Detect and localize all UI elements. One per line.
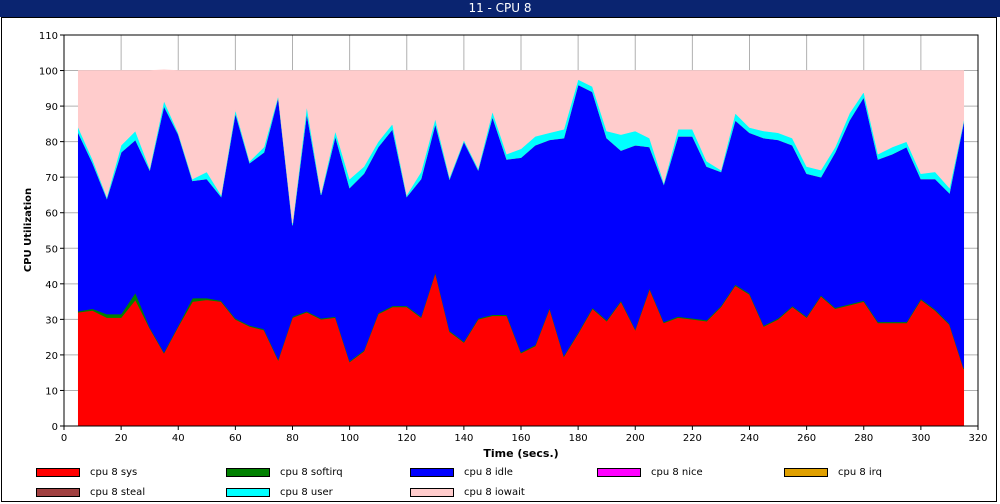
window-title-bar: 11 - CPU 8: [0, 0, 1000, 17]
y-tick-label: 50: [45, 244, 58, 255]
x-tick-label: 200: [626, 433, 645, 444]
x-tick-label: 220: [683, 433, 702, 444]
legend-label: cpu 8 idle: [464, 466, 513, 478]
legend-label: cpu 8 irq: [838, 466, 882, 478]
y-tick-label: 110: [39, 31, 58, 42]
legend-label: cpu 8 iowait: [464, 486, 525, 498]
series-areas: [77, 69, 965, 427]
x-tick-label: 80: [286, 433, 299, 444]
x-tick-label: 120: [397, 433, 416, 444]
legend-swatch: [36, 467, 80, 477]
axes: 0 10 20 30 40 50 60 70 80 90 100 110 0 20 40 60 80 100 120…: [39, 31, 988, 444]
window-title: 11 - CPU 8: [468, 1, 532, 15]
legend-swatch: [226, 467, 270, 477]
legend-label: cpu 8 nice: [651, 466, 703, 478]
x-tick-label: 0: [61, 433, 67, 444]
y-tick-label: 0: [52, 422, 58, 433]
legend-label: cpu 8 softirq: [280, 466, 343, 478]
legend-swatch: [784, 467, 828, 477]
area-cpu-8-iowait: [77, 69, 965, 224]
legend-item: cpu 8 idle: [410, 465, 513, 479]
x-tick-label: 240: [740, 433, 759, 444]
y-tick-label: 70: [45, 173, 58, 184]
x-tick-label: 60: [229, 433, 242, 444]
legend-item: cpu 8 iowait: [410, 485, 525, 499]
y-tick-label: 40: [45, 280, 58, 291]
legend-item: cpu 8 nice: [597, 465, 703, 479]
x-tick-label: 320: [968, 433, 987, 444]
legend-swatch: [36, 487, 80, 497]
x-tick-label: 300: [911, 433, 930, 444]
x-tick-label: 260: [797, 433, 816, 444]
x-tick-label: 140: [454, 433, 473, 444]
y-tick-label: 60: [45, 209, 58, 220]
x-tick-label: 180: [569, 433, 588, 444]
x-tick-label: 20: [115, 433, 128, 444]
chart-legend: cpu 8 sys cpu 8 softirq cpu 8 idle cpu 8 ni…: [0, 462, 1000, 502]
legend-item: cpu 8 sys: [36, 465, 137, 479]
y-tick-label: 10: [45, 386, 58, 397]
legend-item: cpu 8 user: [226, 485, 333, 499]
legend-item: cpu 8 irq: [784, 465, 882, 479]
legend-swatch: [226, 487, 270, 497]
x-tick-label: 40: [172, 433, 185, 444]
y-tick-label: 100: [39, 67, 58, 78]
legend-label: cpu 8 sys: [90, 466, 138, 478]
legend-swatch: [410, 487, 454, 497]
y-tick-label: 30: [45, 315, 58, 326]
y-tick-label: 20: [45, 351, 58, 362]
y-tick-label: 90: [45, 102, 58, 113]
legend-label: cpu 8 user: [280, 486, 333, 498]
x-tick-label: 100: [340, 433, 359, 444]
y-tick-label: 80: [45, 138, 58, 149]
legend-label: cpu 8 steal: [90, 486, 146, 498]
x-tick-label: 280: [854, 433, 873, 444]
legend-item: cpu 8 steal: [36, 485, 145, 499]
legend-item: cpu 8 softirq: [226, 465, 343, 479]
x-axis-label: Time (secs.): [483, 447, 558, 460]
y-axis-label: CPU Utilization: [23, 188, 34, 272]
legend-swatch: [597, 467, 641, 477]
x-tick-label: 160: [511, 433, 530, 444]
legend-swatch: [410, 467, 454, 477]
